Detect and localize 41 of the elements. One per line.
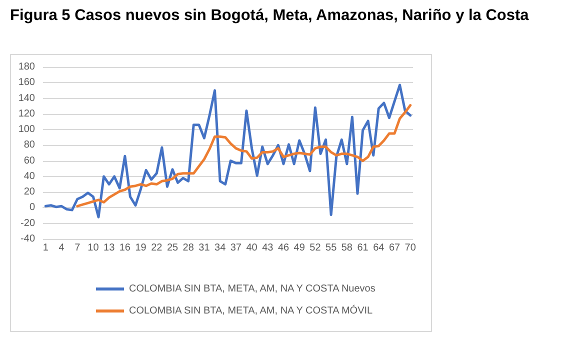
x-tick-label: 7 — [74, 242, 81, 254]
x-tick-label: 67 — [388, 242, 400, 254]
y-tick-label: 180 — [18, 62, 36, 72]
legend-label: COLOMBIA SIN BTA, META, AM, NA Y COSTA MÓVIL — [129, 304, 374, 316]
y-tick-label: 60 — [24, 155, 36, 166]
y-tick-label: 100 — [18, 124, 36, 136]
line-series — [76, 104, 412, 208]
y-tick-label: 160 — [18, 77, 36, 88]
y-tick-label: 120 — [18, 108, 36, 120]
y-tick-label: 20 — [24, 186, 36, 198]
x-tick-label: 16 — [119, 242, 131, 254]
x-tick-label: 28 — [182, 242, 194, 254]
x-tick-label: 34 — [214, 242, 226, 254]
x-tick-label: 52 — [310, 242, 322, 254]
x-tick-label: 70 — [404, 242, 416, 254]
x-tick-label: 46 — [278, 242, 290, 254]
x-tick-label: 13 — [104, 242, 116, 254]
x-tick-label: 25 — [166, 242, 178, 254]
x-tick-label: 37 — [230, 242, 242, 254]
x-tick-label: 55 — [326, 242, 338, 254]
chart-title: Figura 5 Casos nuevos sin Bogotá, Meta, Amazonas, Nariño y la Costa — [10, 6, 530, 26]
y-tick-label: -40 — [20, 234, 36, 244]
x-tick-label: 31 — [198, 242, 210, 254]
x-tick-label: 49 — [294, 242, 306, 254]
line-series — [44, 84, 412, 218]
y-tick-label: 0 — [29, 202, 36, 214]
y-tick-label: 80 — [24, 140, 36, 151]
x-tick-label: 43 — [262, 242, 274, 254]
x-tick-label: 61 — [357, 242, 369, 254]
x-tick-label: 10 — [88, 242, 100, 254]
x-tick-label: 4 — [58, 242, 65, 254]
x-tick-label: 64 — [373, 242, 385, 254]
y-tick-label: 140 — [18, 92, 36, 104]
y-tick-label: -20 — [20, 218, 36, 229]
y-tick-label: 40 — [24, 170, 36, 182]
x-tick-label: 22 — [151, 242, 163, 254]
legend-label: COLOMBIA SIN BTA, META, AM, NA Y COSTA Nuevos — [129, 284, 376, 294]
x-tick-label: 1 — [42, 242, 49, 254]
x-tick-label: 19 — [135, 242, 147, 254]
x-tick-label: 40 — [246, 242, 258, 254]
x-tick-label: 58 — [341, 242, 353, 254]
